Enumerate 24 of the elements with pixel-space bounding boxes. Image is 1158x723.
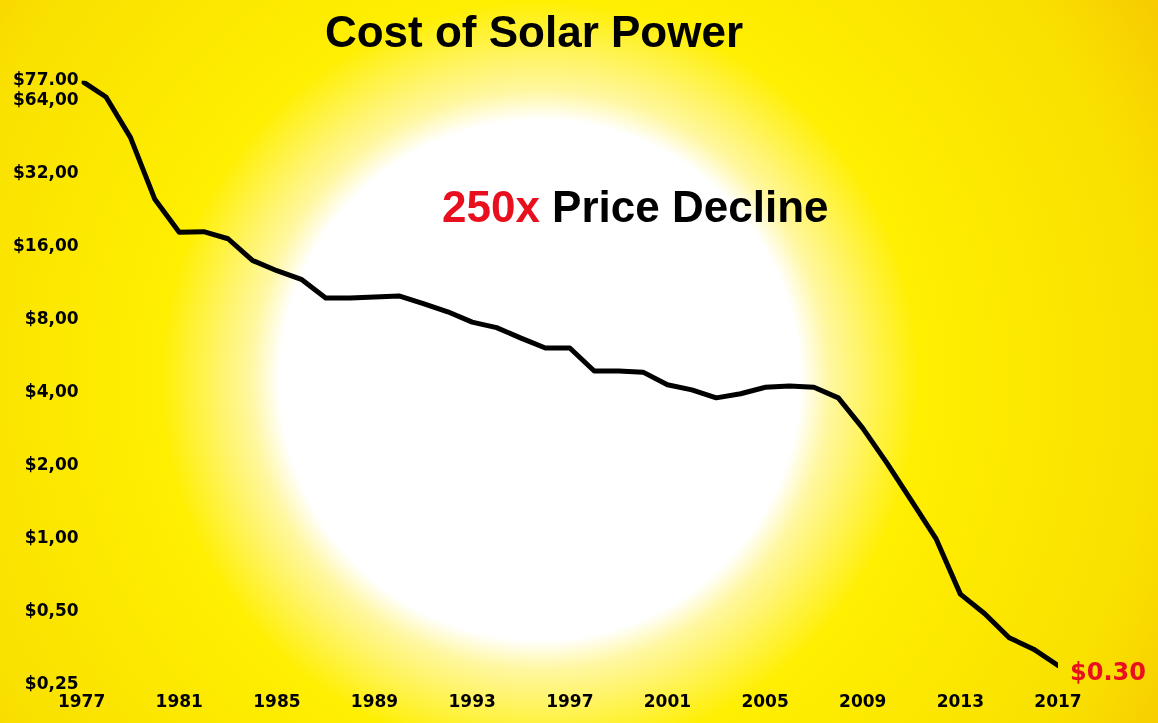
y-tick-label: $8,00 — [24, 307, 79, 328]
x-tick-label: 1977 — [57, 691, 106, 712]
x-tick-label: 1989 — [350, 691, 399, 712]
x-tick-label: 2005 — [741, 691, 789, 712]
x-tick-label: 1985 — [253, 691, 301, 712]
y-tick-label: $64,00 — [12, 88, 79, 109]
x-tick-label: 2001 — [643, 691, 692, 712]
y-tick-label: $2,00 — [24, 453, 79, 474]
y-tick-label: $77.00 — [12, 69, 79, 90]
x-tick-label: 2013 — [936, 691, 985, 712]
y-tick-label: $16,00 — [12, 234, 79, 255]
annotation: $0.30 — [1070, 657, 1146, 686]
x-tick-label: 1981 — [155, 691, 203, 712]
x-tick-label: 1993 — [448, 691, 496, 712]
y-tick-label: $32,00 — [12, 161, 79, 182]
x-tick-label: 2017 — [1034, 691, 1082, 712]
annotation: 250x Price Decline — [442, 182, 829, 232]
y-tick-label: $0,25 — [24, 673, 79, 694]
chart-title: Cost of Solar Power — [324, 6, 744, 56]
y-tick-label: $0,50 — [24, 599, 79, 620]
y-tick-label: $1,00 — [24, 526, 79, 547]
x-tick-label: 2009 — [839, 691, 887, 712]
y-tick-label: $4,00 — [24, 380, 79, 401]
x-tick-label: 1997 — [546, 691, 594, 712]
